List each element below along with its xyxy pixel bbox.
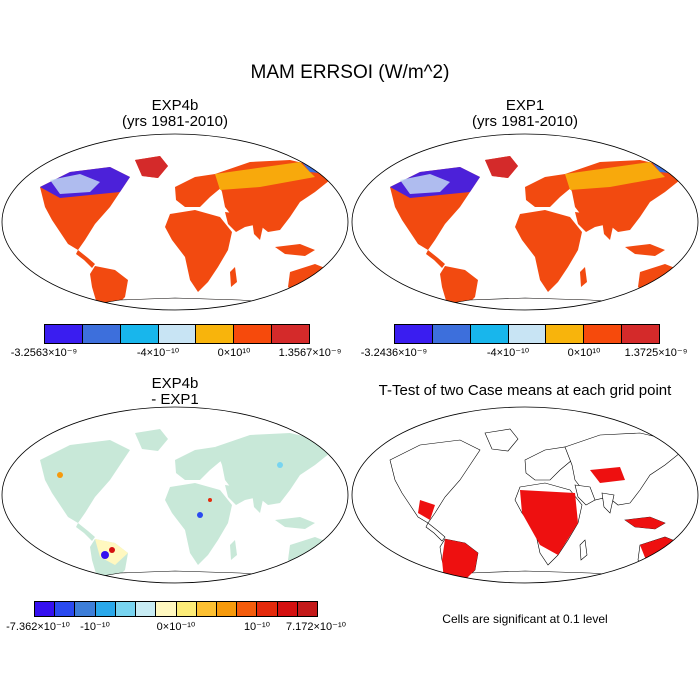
- panel-1-title-line1: EXP4b: [151, 97, 199, 114]
- figure-title: MAM ERRSOI (W/m^2): [250, 62, 450, 83]
- colorbar-2-swatch-4: [508, 325, 547, 343]
- colorbar-3-swatch-7: [156, 602, 177, 616]
- colorbar-3-swatch-14: [297, 602, 318, 616]
- colorbar-3-swatch-8: [176, 602, 197, 616]
- colorbar-3-swatch-2: [55, 602, 76, 616]
- colorbar-1-swatch-1: [45, 325, 83, 343]
- cb1-label-zero: 0×10¹⁰: [217, 347, 251, 359]
- panel-3-title-line1: EXP4b: [151, 375, 199, 392]
- significance-note: Cells are significant at 0.1 level: [442, 612, 608, 626]
- colorbar-1: [44, 324, 310, 344]
- cb3-label-zero: 0×10⁻¹⁰: [156, 621, 196, 633]
- colorbar-3-swatch-13: [277, 602, 298, 616]
- colorbar-1-swatch-7: [272, 325, 310, 343]
- panel-1-title: EXP4b (yrs 1981-2010): [40, 98, 310, 130]
- panel-4-title: T-Test of two Case means at each grid po…: [352, 383, 698, 399]
- colorbar-2-swatch-3: [470, 325, 509, 343]
- colorbar-3-swatch-11: [237, 602, 258, 616]
- colorbar-3-swatch-6: [136, 602, 157, 616]
- colorbar-2-swatch-6: [584, 325, 623, 343]
- panel-4-title-line1: T-Test of two Case means at each grid po…: [378, 382, 672, 399]
- colorbar-3: [34, 601, 318, 617]
- cb3-label-min: -7.362×10⁻¹⁰: [6, 621, 70, 633]
- colorbar-2-swatch-7: [622, 325, 660, 343]
- cb3-label-max: 7.172×10⁻¹⁰: [285, 621, 347, 633]
- colorbar-3-swatch-5: [115, 602, 137, 616]
- colorbar-1-swatch-4: [158, 325, 197, 343]
- colorbar-2-swatch-2: [432, 325, 471, 343]
- panel-3-title-line2: - EXP1: [151, 391, 199, 408]
- panel-1-title-line2: (yrs 1981-2010): [122, 113, 228, 130]
- map-ttest: [351, 406, 699, 584]
- panel-2-title-line2: (yrs 1981-2010): [472, 113, 578, 130]
- colorbar-1-swatch-3: [120, 325, 159, 343]
- colorbar-2-swatch-5: [546, 325, 585, 343]
- cb3-label-neg: -10⁻¹⁰: [80, 621, 110, 633]
- colorbar-3-swatch-1: [35, 602, 56, 616]
- colorbar-3-swatch-12: [257, 602, 278, 616]
- colorbar-1-swatch-5: [196, 325, 235, 343]
- colorbar-3-swatch-9: [196, 602, 217, 616]
- cb2-label-min: -3.2436×10⁻⁹: [360, 347, 428, 359]
- cb1-label-min: -3.2563×10⁻⁹: [10, 347, 78, 359]
- cb2-label-neg: -4×10⁻¹⁰: [486, 347, 530, 359]
- colorbar-2-swatch-1: [395, 325, 433, 343]
- cb1-label-max: 1.3567×10⁻⁹: [278, 347, 342, 359]
- colorbar-3-swatch-10: [216, 602, 238, 616]
- colorbar-2: [394, 324, 660, 344]
- colorbar-1-swatch-2: [82, 325, 121, 343]
- panel-2-title: EXP1 (yrs 1981-2010): [390, 98, 660, 130]
- cb1-label-neg: -4×10⁻¹⁰: [136, 347, 180, 359]
- map-exp1: [351, 133, 699, 311]
- panel-2-title-line1: EXP1: [505, 97, 545, 114]
- colorbar-3-swatch-3: [75, 602, 96, 616]
- cb2-label-zero: 0×10¹⁰: [567, 347, 601, 359]
- cb3-label-pos: 10⁻¹⁰: [243, 621, 271, 633]
- panel-3-title: EXP4b - EXP1: [40, 376, 310, 408]
- cb2-label-max: 1.3725×10⁻⁹: [624, 347, 688, 359]
- map-exp4b: [1, 133, 349, 311]
- colorbar-3-swatch-4: [95, 602, 116, 616]
- colorbar-1-swatch-6: [234, 325, 273, 343]
- map-difference: [1, 406, 349, 584]
